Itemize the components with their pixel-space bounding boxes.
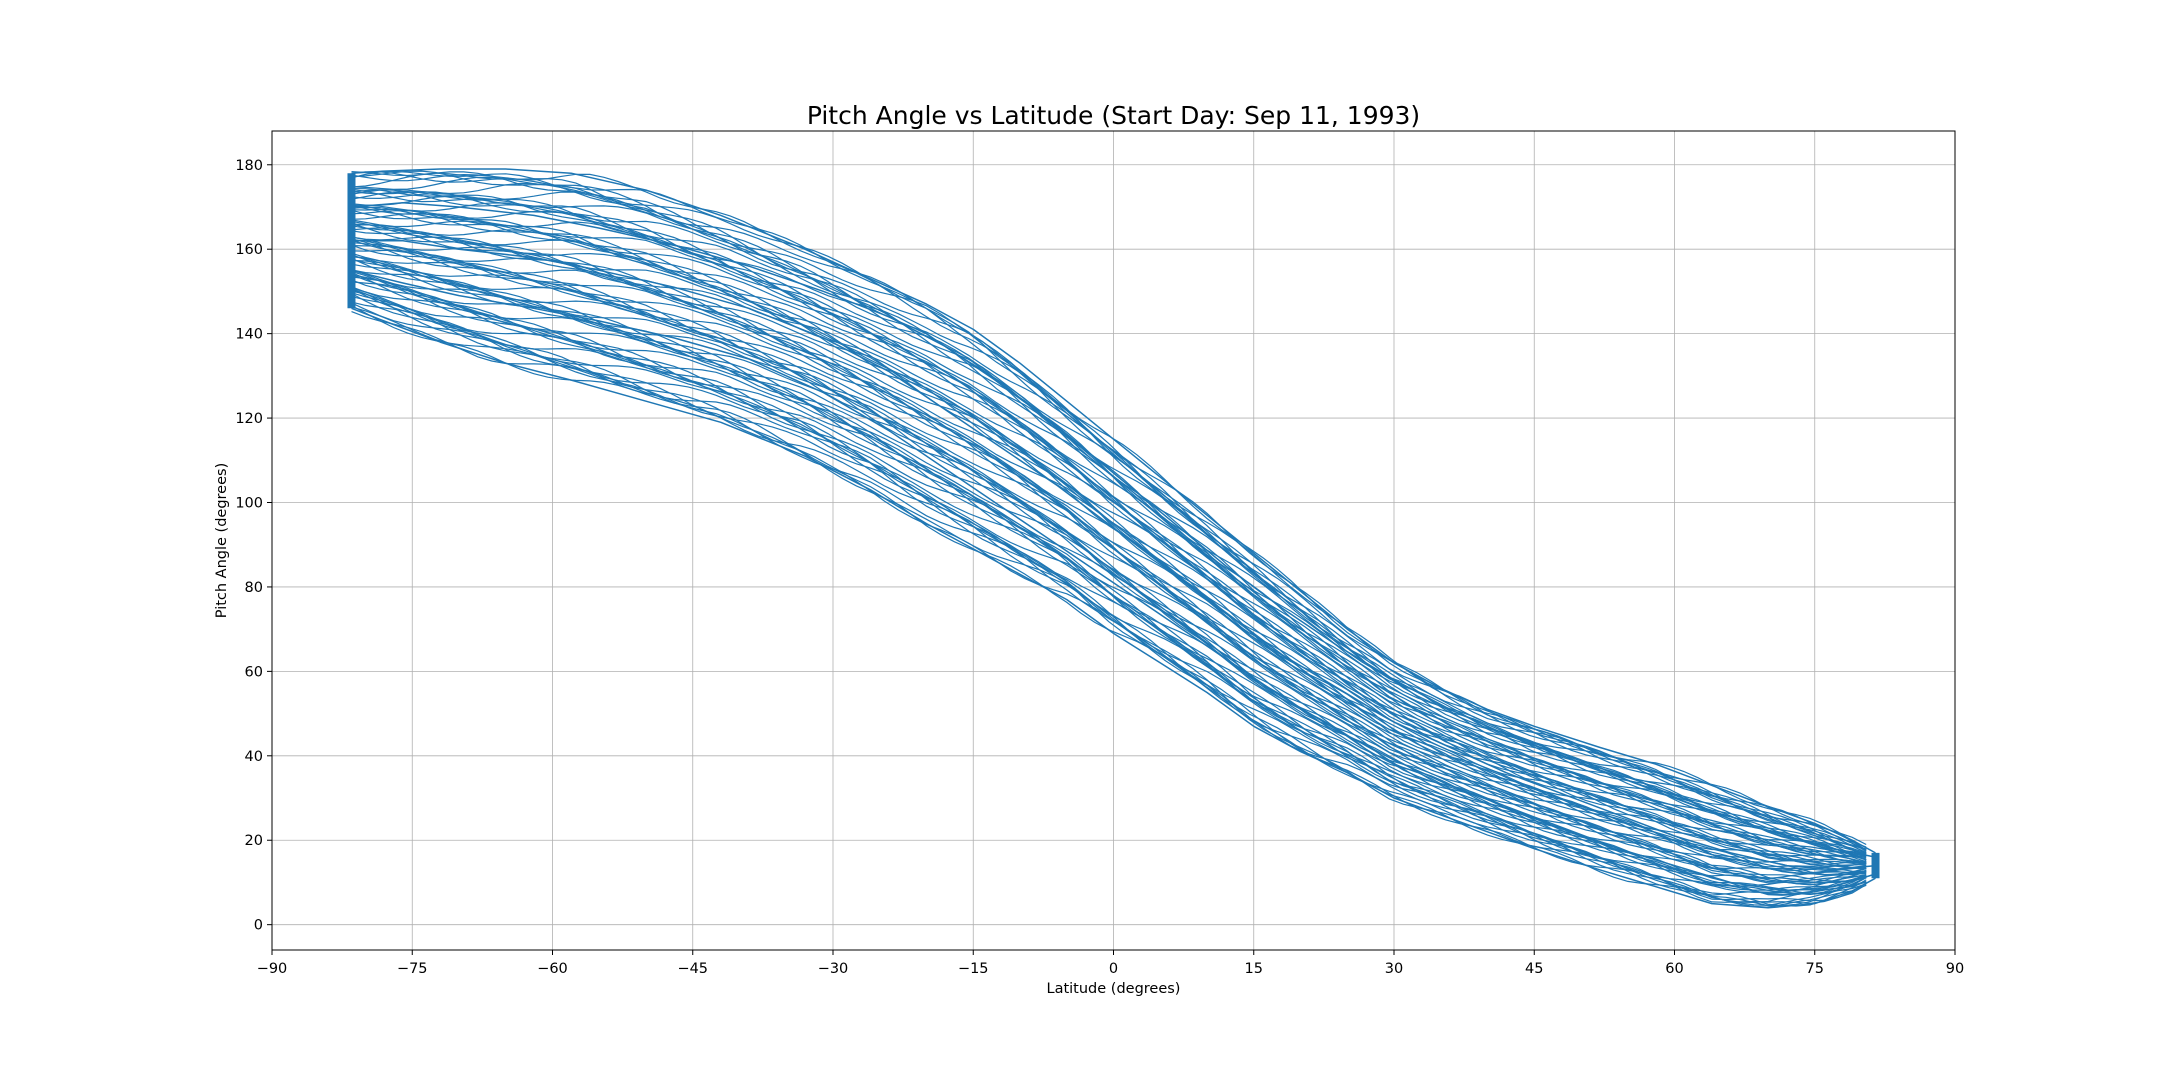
series-line [351,292,1867,896]
series-line [351,182,1867,851]
x-tick-label: −30 [818,961,849,977]
series-line [351,254,1867,880]
x-tick-label: 75 [1806,961,1824,977]
y-tick-label: 160 [235,242,263,258]
series-line [351,191,1867,856]
series-line [351,170,1867,848]
series-line [351,288,1867,896]
series-line [351,288,1867,904]
series-line [351,269,1867,884]
y-tick-label: 80 [245,580,263,596]
series-line [351,239,1867,872]
series-line [351,236,1867,870]
series-line [351,296,1867,895]
series-line [351,208,1867,857]
series-line [351,223,1867,863]
x-tick-label: −90 [257,961,288,977]
y-tick-label: 180 [235,158,263,174]
x-tick-label: −75 [397,961,428,977]
plot-area [347,168,1880,909]
series-line [351,227,1867,865]
y-tick-label: 0 [254,918,263,934]
series-line [351,286,1867,894]
series-line [351,257,1867,873]
y-tick-label: 120 [235,411,263,427]
series-line [351,188,1867,853]
x-tick-label: 30 [1385,961,1403,977]
series-line [351,274,1867,886]
series-line [351,307,1876,909]
series-line [351,302,1867,908]
x-axis-ticks: −90 −75 −60 −45 −30 −15 0 15 30 45 60 75 90 [257,950,1964,977]
x-tick-label: 0 [1109,961,1118,977]
series-line [351,189,1867,850]
series-line [351,238,1867,864]
x-tick-label: 45 [1525,961,1543,977]
x-tick-label: 60 [1665,961,1683,977]
series-line [351,173,1867,851]
series-line [351,223,1867,858]
series-line [351,209,1867,861]
series-line [351,269,1876,892]
series-line [351,195,1867,861]
series-line [351,205,1867,854]
series-line [351,202,1876,858]
series-line [351,301,1867,904]
series-line [351,244,1867,870]
y-axis-label: Pitch Angle (degrees) [214,463,230,618]
x-tick-label: −15 [958,961,989,977]
y-axis-ticks: 0 20 40 60 80 100 120 140 160 180 [235,158,272,934]
chart-title: Pitch Angle vs Latitude (Start Day: Sep … [807,101,1420,130]
series-line [351,212,1867,862]
series-line [351,171,1867,851]
y-tick-label: 60 [245,664,263,680]
series-line [351,220,1867,863]
y-tick-label: 100 [235,496,263,512]
series-line [351,206,1867,857]
series-line [351,305,1867,907]
series-line [351,245,1867,867]
x-tick-label: 15 [1245,961,1263,977]
x-tick-label: −60 [537,961,568,977]
series-line [351,292,1867,891]
x-tick-label: 90 [1946,961,1964,977]
x-tick-label: −45 [677,961,708,977]
series-line [351,279,1867,882]
series-line [351,205,1867,861]
y-tick-label: 40 [245,749,263,765]
series-line [351,281,1867,896]
x-axis-label: Latitude (degrees) [1047,981,1181,997]
y-tick-label: 20 [245,833,263,849]
series-line [351,249,1867,876]
series-line [351,171,1867,846]
series-line [351,172,1867,855]
y-tick-label: 140 [235,327,263,343]
series-line [351,271,1867,883]
series-line [351,188,1867,852]
